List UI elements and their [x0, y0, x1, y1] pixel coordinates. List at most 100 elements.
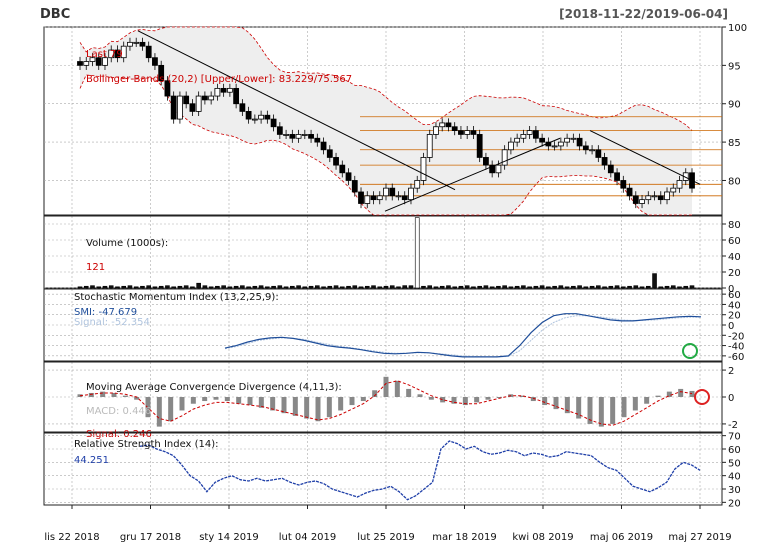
volume-bar	[627, 285, 632, 289]
candle-body	[164, 80, 171, 97]
candle-body	[195, 95, 202, 112]
macd-bar	[88, 392, 94, 397]
smi-value: SMI: -47.679	[74, 307, 137, 318]
candle-body	[620, 180, 627, 189]
volume-frame	[43, 215, 723, 289]
volume-bar	[265, 286, 270, 289]
candle-body	[595, 149, 602, 158]
x-tick-label: kwi 08 2019	[512, 532, 573, 543]
signal-value: Signal: -52.354	[74, 317, 150, 328]
volume-bar	[614, 285, 620, 289]
volume-bar	[608, 285, 614, 289]
smi-tick-label: -40	[728, 342, 744, 353]
candle-body	[351, 180, 358, 193]
candle-body	[576, 137, 583, 147]
volume-bar	[308, 285, 314, 289]
rsi-panel	[43, 432, 726, 506]
candle-body	[226, 87, 233, 93]
smi-tick-label: 20	[728, 311, 741, 322]
volume-bar	[583, 286, 589, 289]
smi-title: Stochastic Momentum Index (13,2,25,9):	[74, 292, 279, 303]
macd-bar	[134, 397, 140, 400]
volume-bar	[115, 286, 120, 289]
candle-body	[364, 195, 371, 204]
rsi-tick-label: 70	[728, 432, 741, 443]
macd-bar	[576, 397, 582, 419]
price-tick-label: 95	[728, 61, 741, 72]
macd-bar	[406, 388, 412, 397]
volume-tick-label: 20	[728, 268, 741, 279]
volume-bar	[383, 285, 389, 289]
candle-body	[295, 134, 302, 139]
rsi-frame	[43, 432, 723, 506]
x-tick-label: lut 04 2019	[279, 532, 337, 543]
volume-bar	[83, 285, 89, 289]
candle-body	[114, 49, 121, 59]
candle-body	[408, 187, 414, 201]
trendline-up	[384, 137, 561, 212]
candle-body	[614, 172, 620, 181]
trendline-down-2	[589, 130, 701, 185]
macd-bar	[553, 397, 559, 410]
volume-bar	[689, 285, 695, 289]
highlight-circle-green	[682, 343, 698, 359]
volume-bar	[658, 286, 664, 289]
macd-bar	[655, 395, 661, 397]
candle-body	[676, 180, 683, 189]
macd-bar	[564, 397, 570, 414]
volume-bar	[215, 285, 220, 289]
volume-bar	[464, 285, 470, 289]
volume-bar	[602, 286, 607, 289]
volume-value: 121	[86, 262, 105, 273]
candle-body	[120, 45, 127, 59]
candle-body	[670, 187, 677, 193]
x-tick-label: maj 27 2019	[668, 532, 731, 543]
volume-tick-label: 60	[728, 236, 741, 247]
candle-body	[414, 180, 421, 189]
candle-body	[276, 126, 283, 135]
candle-body	[158, 64, 165, 82]
volume-bar	[121, 285, 127, 289]
volume-bar	[252, 285, 258, 289]
candle-body	[152, 57, 158, 66]
x-tick-label: mar 18 2019	[432, 532, 497, 543]
macd-tick-label: -2	[728, 420, 738, 431]
macd-title: Moving Average Convergence Divergence (4…	[86, 382, 342, 393]
volume-bar	[364, 285, 370, 289]
candle-body	[520, 134, 527, 139]
volume-bar	[664, 285, 670, 289]
macd-bar	[156, 397, 162, 427]
macd-bar	[610, 397, 616, 424]
macd-bar	[621, 397, 627, 418]
volume-bar	[639, 286, 645, 289]
volume-bar	[564, 286, 570, 289]
volume-bar	[539, 285, 545, 289]
macd-bar	[394, 380, 400, 397]
macd-bar	[270, 397, 276, 411]
volume-bar	[108, 285, 114, 289]
bollinger-band-fill	[80, 27, 692, 215]
candle-body	[201, 95, 208, 101]
volume-bar	[352, 285, 358, 289]
macd-bar	[258, 397, 264, 408]
macd-bar	[462, 397, 468, 406]
volume-bar	[90, 285, 95, 289]
volume-tick-label: 40	[728, 252, 741, 263]
smi-panel	[43, 288, 726, 362]
volume-bar	[246, 286, 251, 289]
macd-tick-label: 0	[728, 393, 734, 404]
volume-bar	[258, 285, 264, 289]
volume-bar	[677, 286, 682, 289]
volume-bar	[183, 285, 189, 289]
macd-bar	[417, 394, 423, 397]
candle-body	[283, 134, 289, 136]
candle-body	[77, 61, 83, 66]
volume-bar	[233, 285, 239, 289]
volume-bar	[452, 286, 457, 289]
macd-bar	[372, 390, 378, 397]
macd-bar	[292, 397, 298, 416]
smi-line-signal	[224, 315, 701, 358]
smi-tick-label: -60	[728, 352, 744, 363]
volume-bar	[514, 285, 520, 289]
